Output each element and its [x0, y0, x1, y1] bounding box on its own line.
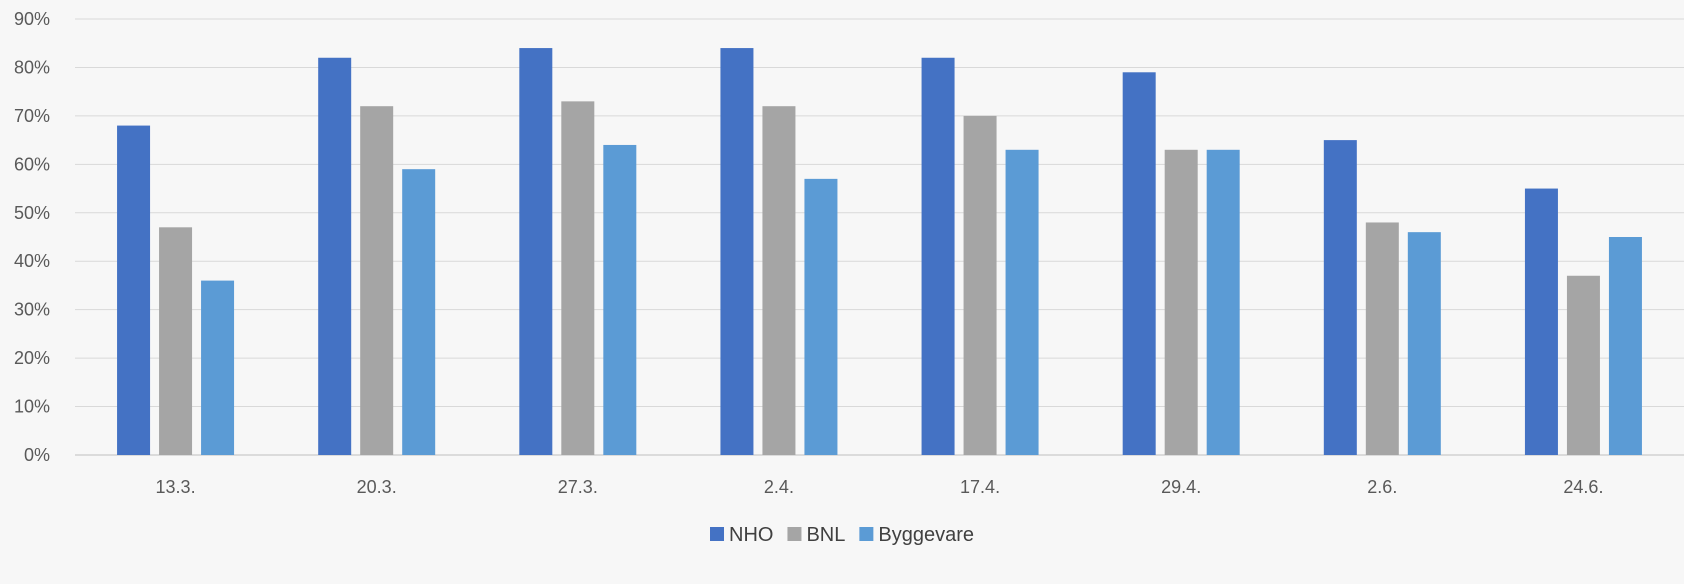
- bar-bnl: [762, 106, 796, 455]
- bar-byggevare: [1206, 149, 1240, 456]
- y-tick-label: 20%: [14, 348, 50, 368]
- bar-byggevare: [1608, 237, 1642, 455]
- y-tick-label: 10%: [14, 397, 50, 417]
- bar-byggevare: [804, 178, 838, 455]
- bar-byggevare: [201, 280, 235, 455]
- bar-bnl: [1365, 222, 1399, 455]
- x-tick-label: 27.3.: [558, 477, 598, 497]
- bars: [117, 48, 1642, 456]
- x-tick-label: 2.6.: [1367, 477, 1397, 497]
- bar-nho: [519, 48, 553, 456]
- y-tick-label: 30%: [14, 300, 50, 320]
- legend-label-byggevare: Byggevare: [878, 524, 974, 546]
- y-tick-label: 50%: [14, 203, 50, 223]
- x-tick-label: 20.3.: [357, 477, 397, 497]
- legend-label-bnl: BNL: [806, 524, 845, 546]
- y-tick-label: 60%: [14, 154, 50, 174]
- x-axis-ticks: 13.3. 20.3. 27.3. 2.4. 17.4. 29.4. 2.6. 24.6.: [156, 477, 1604, 497]
- bar-bnl: [963, 115, 997, 455]
- x-tick-label: 17.4.: [960, 477, 1000, 497]
- legend-swatch-nho: [710, 527, 725, 541]
- x-tick-label: 2.4.: [764, 477, 794, 497]
- legend: NHO BNL Byggevare: [710, 524, 974, 546]
- bar-nho: [720, 48, 754, 456]
- bar-nho: [1122, 72, 1156, 456]
- bar-nho: [1323, 140, 1357, 455]
- legend-swatch-byggevare: [859, 527, 874, 541]
- y-tick-label: 0%: [24, 445, 50, 465]
- bar-nho: [318, 57, 352, 455]
- y-tick-label: 70%: [14, 106, 50, 126]
- bar-bnl: [360, 106, 394, 455]
- x-tick-label: 13.3.: [156, 477, 196, 497]
- x-tick-label: 29.4.: [1161, 477, 1201, 497]
- bar-bnl: [159, 227, 193, 455]
- y-tick-label: 80%: [14, 57, 50, 77]
- bar-bnl: [1566, 275, 1600, 455]
- bar-bnl: [1164, 149, 1198, 456]
- y-axis-ticks: 0% 10% 20% 30% 40% 50% 60% 70% 80% 90%: [14, 9, 50, 465]
- bar-byggevare: [1005, 149, 1039, 456]
- x-tick-label: 24.6.: [1563, 477, 1603, 497]
- gridlines: [75, 18, 1684, 456]
- bar-byggevare: [603, 144, 637, 455]
- legend-swatch-bnl: [787, 527, 802, 541]
- bar-bnl: [561, 101, 595, 455]
- bar-byggevare: [1407, 232, 1441, 455]
- bar-nho: [1524, 188, 1558, 456]
- legend-label-nho: NHO: [729, 524, 773, 546]
- bar-nho: [117, 125, 151, 456]
- y-tick-label: 40%: [14, 251, 50, 271]
- y-tick-label: 90%: [14, 9, 50, 29]
- bar-nho: [921, 57, 955, 455]
- bar-byggevare: [402, 169, 436, 455]
